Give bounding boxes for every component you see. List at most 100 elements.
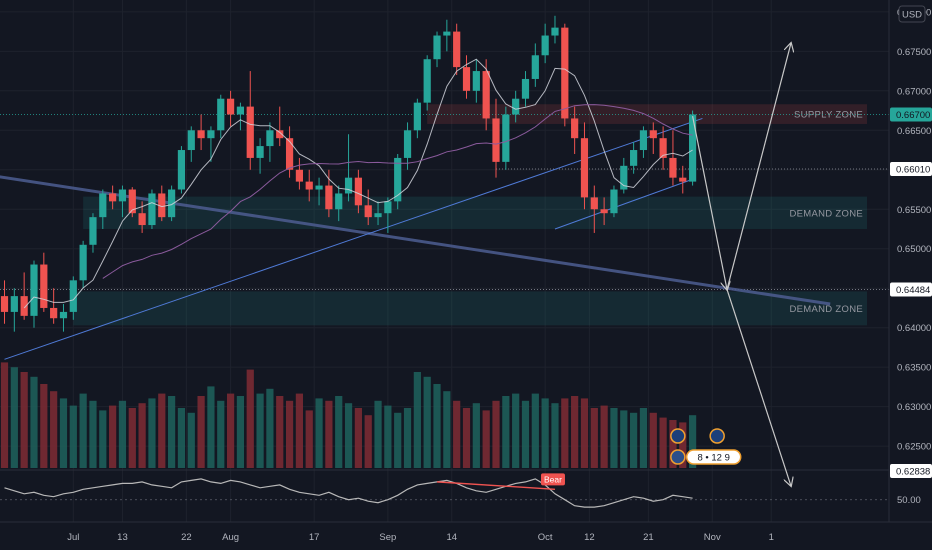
event-count-badge[interactable]: 8 • 12 9	[685, 449, 742, 465]
event-flag-icon[interactable]	[670, 449, 686, 465]
candle[interactable]	[59, 304, 68, 332]
event-flag-icon[interactable]	[670, 428, 686, 444]
candle[interactable]	[109, 185, 117, 210]
candle[interactable]	[40, 252, 48, 312]
candle[interactable]	[679, 165, 687, 194]
candle[interactable]	[502, 106, 510, 170]
candle[interactable]	[482, 59, 490, 131]
candle[interactable]	[148, 189, 156, 229]
candle[interactable]	[128, 187, 136, 218]
candle[interactable]	[669, 130, 677, 186]
volume-bar	[128, 408, 136, 468]
candle[interactable]	[217, 94, 225, 139]
candle-body	[512, 98, 520, 115]
candle[interactable]	[620, 157, 628, 194]
currency-label[interactable]: USD	[902, 10, 922, 21]
event-count-badge-bg	[685, 449, 742, 465]
time-tick-label: 1	[769, 532, 774, 543]
volume-bar	[630, 412, 638, 468]
candle[interactable]	[561, 23, 569, 127]
candle-body	[138, 213, 146, 226]
candles-layer[interactable]	[0, 15, 697, 332]
candle[interactable]	[521, 71, 530, 107]
time-tick-label: 14	[446, 532, 457, 543]
candle[interactable]	[246, 71, 254, 170]
volume-bar	[325, 400, 333, 468]
candle[interactable]	[659, 126, 667, 170]
candle[interactable]	[462, 55, 471, 99]
candle-body	[374, 213, 382, 218]
candle[interactable]	[197, 114, 205, 151]
candle[interactable]	[492, 98, 500, 178]
candle[interactable]	[187, 126, 195, 162]
candle[interactable]	[413, 98, 421, 139]
candle[interactable]	[118, 185, 127, 218]
candle[interactable]	[305, 169, 313, 202]
candle[interactable]	[99, 189, 107, 229]
candle[interactable]	[610, 185, 618, 218]
candle[interactable]	[295, 157, 303, 190]
candle[interactable]	[177, 146, 186, 194]
candle[interactable]	[580, 122, 589, 210]
candle[interactable]	[226, 90, 235, 127]
divergence-label-bg	[540, 473, 565, 486]
volume-bar	[492, 400, 500, 468]
time-axis[interactable]: Jul 13 22 Aug 17 Sep 14 Oct 12 21 Nov 1	[0, 521, 932, 543]
volume-bar	[79, 393, 87, 468]
candle[interactable]	[50, 288, 58, 324]
candle[interactable]	[335, 185, 343, 222]
candle[interactable]	[354, 169, 362, 214]
candle[interactable]	[325, 169, 333, 218]
candle[interactable]	[541, 23, 549, 64]
candle[interactable]	[394, 153, 402, 210]
candle[interactable]	[512, 90, 520, 123]
event-badges[interactable]: 8 • 12 9	[670, 428, 742, 465]
candle[interactable]	[20, 272, 28, 320]
candle[interactable]	[207, 126, 215, 162]
price-axis[interactable]: 0.680000.675000.670000.665000.660000.655…	[888, 0, 932, 522]
candle[interactable]	[285, 126, 294, 178]
candle[interactable]	[79, 240, 87, 289]
candle[interactable]	[453, 23, 461, 76]
candle[interactable]	[89, 213, 97, 253]
candle[interactable]	[266, 122, 274, 162]
candle[interactable]	[433, 31, 441, 68]
candle[interactable]	[364, 189, 372, 226]
candle[interactable]	[571, 106, 579, 154]
candle[interactable]	[590, 185, 598, 233]
candle[interactable]	[10, 288, 18, 332]
candle-body	[335, 193, 343, 210]
candle[interactable]	[551, 15, 559, 44]
candle[interactable]	[168, 185, 176, 222]
candle[interactable]	[0, 280, 9, 324]
price-tick-label: 0.66500	[897, 126, 931, 137]
candle[interactable]	[236, 102, 245, 131]
candle[interactable]	[649, 122, 657, 154]
candle[interactable]	[423, 55, 431, 111]
candle[interactable]	[344, 134, 353, 202]
candle[interactable]	[158, 185, 166, 222]
time-tick-label: Jul	[67, 532, 79, 543]
candle[interactable]	[30, 260, 38, 328]
candle[interactable]	[403, 122, 412, 170]
event-flag-icon[interactable]	[709, 428, 725, 444]
candle[interactable]	[374, 201, 382, 226]
candle-body	[364, 205, 372, 218]
candle[interactable]	[630, 142, 638, 174]
candle[interactable]	[689, 110, 697, 186]
price-label-bg	[890, 107, 932, 122]
volume-bar	[187, 412, 195, 468]
candle[interactable]	[639, 126, 648, 158]
candle[interactable]	[443, 19, 451, 52]
candle[interactable]	[69, 276, 77, 320]
zones-layer: SUPPLY ZONE DEMAND ZONE DEMAND ZONE	[73, 104, 867, 326]
candle[interactable]	[531, 43, 539, 87]
candle[interactable]	[276, 106, 284, 147]
candle[interactable]	[384, 197, 392, 233]
candle[interactable]	[256, 138, 264, 174]
candle[interactable]	[315, 177, 323, 206]
candle[interactable]	[472, 59, 480, 103]
candle[interactable]	[600, 197, 608, 226]
currency-badge-bg[interactable]	[898, 5, 926, 23]
